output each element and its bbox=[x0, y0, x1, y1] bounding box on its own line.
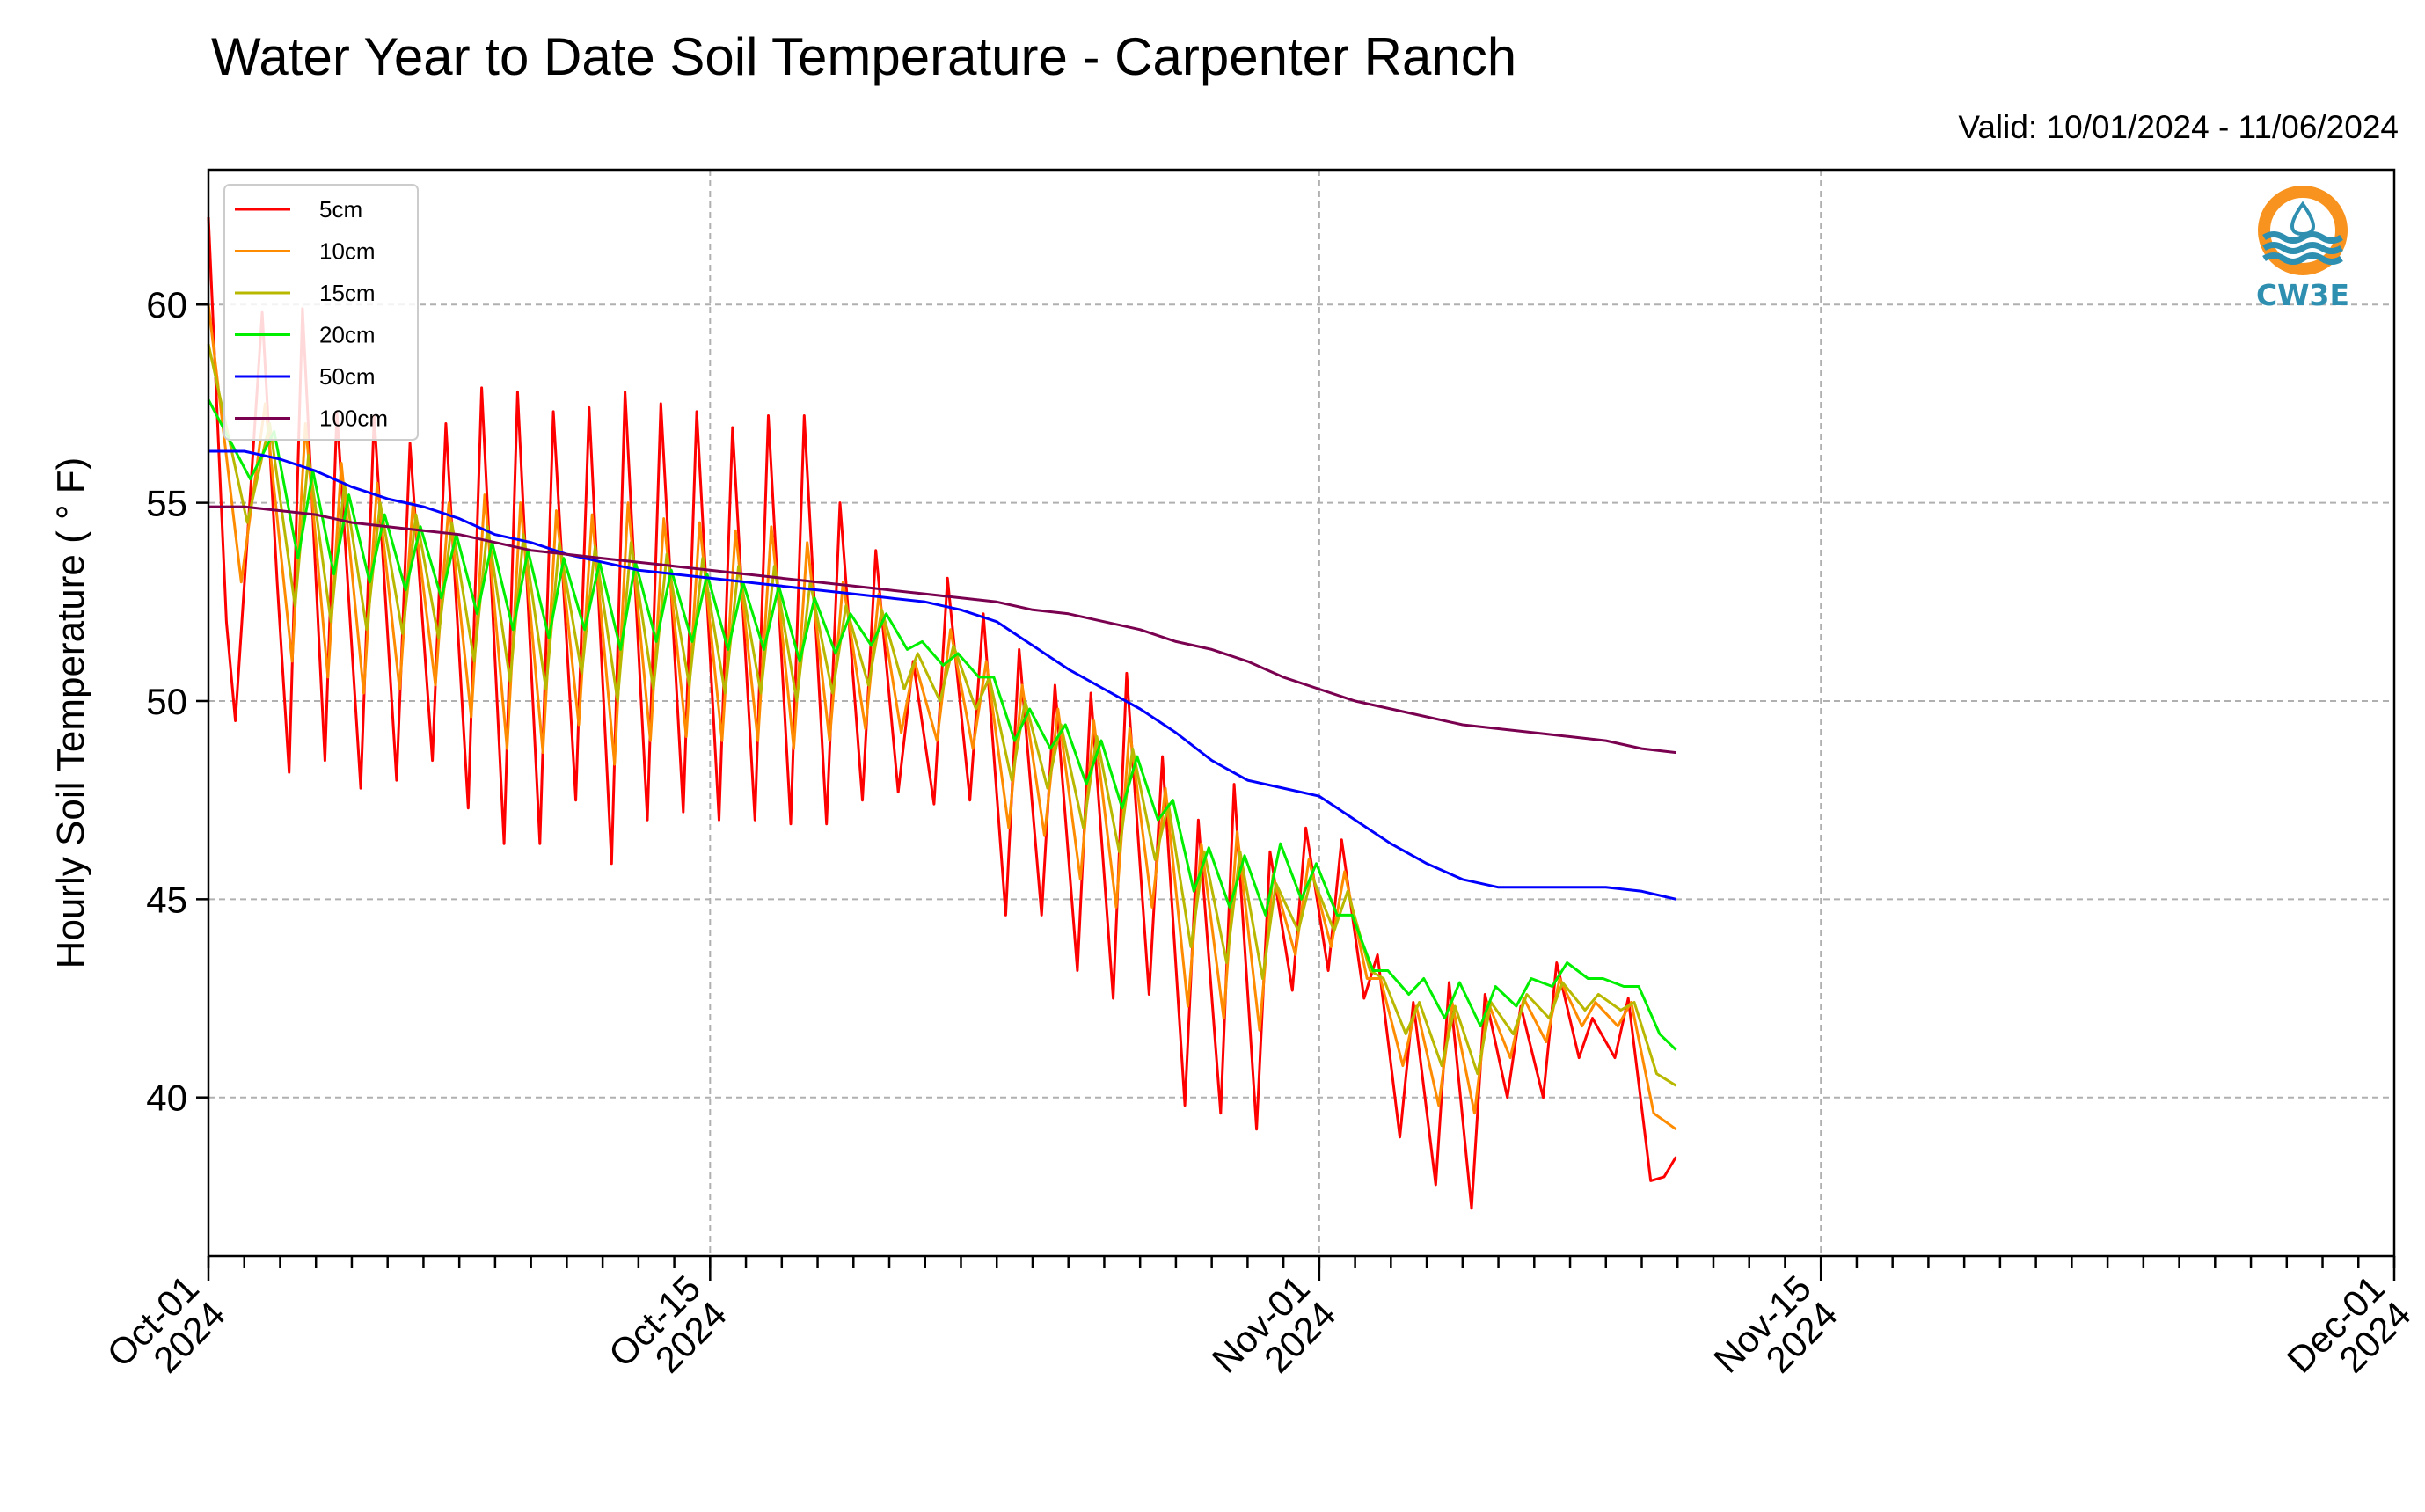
series-line-15cm bbox=[207, 343, 1677, 1087]
y-tick-label: 60 bbox=[146, 284, 187, 325]
y-tick-label: 45 bbox=[146, 879, 187, 920]
logo-waves-icon bbox=[2262, 231, 2343, 265]
y-tick-label: 55 bbox=[146, 483, 187, 524]
wave-line bbox=[2262, 231, 2343, 244]
chart-title: Water Year to Date Soil Temperature - Ca… bbox=[211, 27, 1517, 86]
wave-line bbox=[2262, 242, 2343, 254]
legend-label: 10cm bbox=[319, 238, 376, 265]
legend-label: 20cm bbox=[319, 322, 376, 348]
legend-label: 100cm bbox=[319, 405, 388, 432]
logo-text: CW3E bbox=[2256, 278, 2349, 312]
axis-ticks bbox=[196, 303, 2396, 1281]
valid-date-range: Valid: 10/01/2024 - 11/06/2024 bbox=[1958, 109, 2399, 145]
grid-lines bbox=[208, 170, 2395, 1256]
series-line-50cm bbox=[208, 449, 1676, 901]
legend-label: 15cm bbox=[319, 280, 376, 306]
legend-box bbox=[223, 184, 419, 441]
plot-frame bbox=[207, 168, 2396, 1258]
y-tick-label: 40 bbox=[146, 1077, 187, 1119]
water-drop-icon bbox=[2290, 201, 2315, 237]
legend-label: 5cm bbox=[319, 196, 362, 223]
cw3e-logo: CW3E bbox=[2256, 186, 2349, 312]
wave-line bbox=[2262, 252, 2343, 265]
y-axis-title: Hourly Soil Temperature ( ° F) bbox=[49, 457, 92, 969]
series-line-5cm bbox=[207, 217, 1677, 1210]
y-tick-label: 50 bbox=[146, 681, 187, 722]
series-lines bbox=[207, 217, 1677, 1210]
series-line-100cm bbox=[208, 505, 1676, 755]
legend: 5cm 10cm 15cm 20cm 50cm 100cm bbox=[223, 184, 419, 441]
series-line-20cm bbox=[207, 398, 1677, 1051]
legend-label: 50cm bbox=[319, 363, 376, 390]
